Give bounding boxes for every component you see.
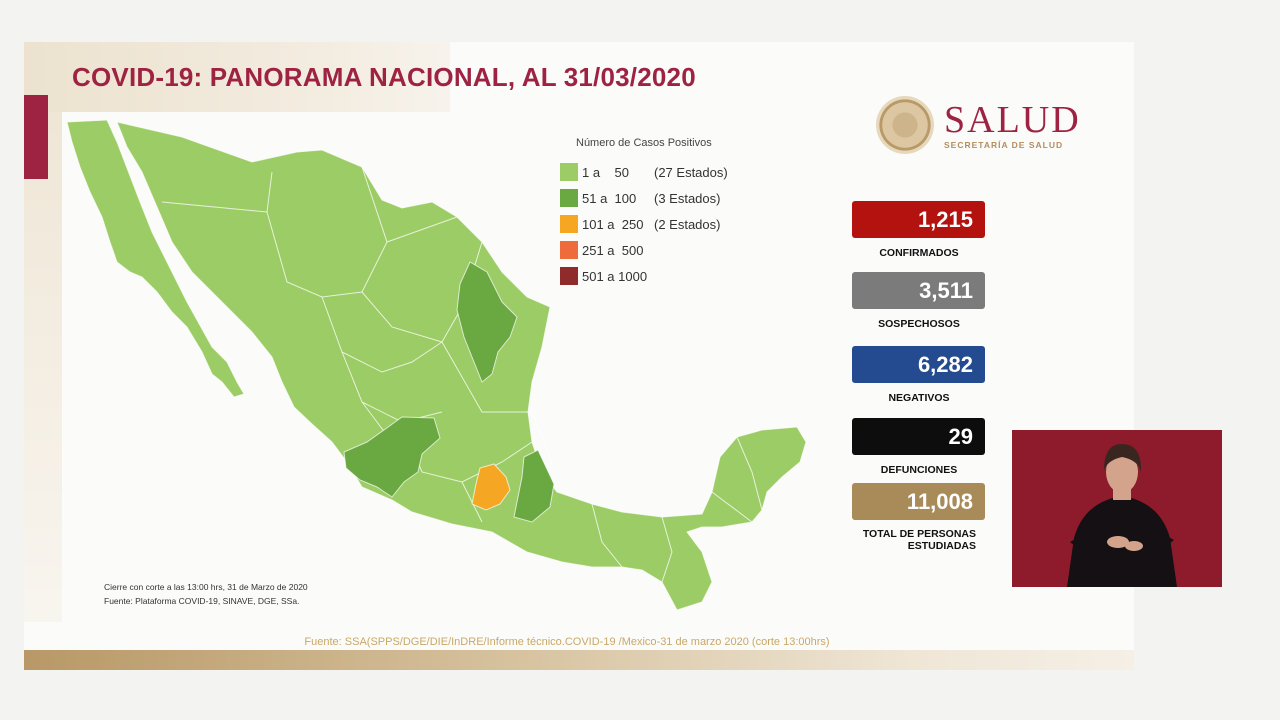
- stat-label-line2: ESTUDIADAS: [907, 540, 976, 552]
- note-source: Fuente: Plataforma COVID-19, SINAVE, DGE…: [104, 596, 300, 606]
- stat-defunciones: 29 DEFUNCIONES: [852, 418, 985, 476]
- legend-count: (2 Estados): [654, 216, 721, 232]
- legend-range: 251 a 500: [582, 242, 644, 258]
- legend-swatch: [560, 163, 578, 181]
- stat-label: NEGATIVOS: [888, 392, 950, 404]
- legend-title: Número de Casos Positivos: [576, 137, 712, 149]
- stat-label: CONFIRMADOS: [879, 247, 959, 259]
- map-region-puebla: [513, 449, 555, 523]
- side-decoration: [24, 112, 62, 622]
- stat-negativos: 6,282 NEGATIVOS: [852, 346, 985, 404]
- interpreter-figure: [1012, 430, 1222, 587]
- stat-label: DEFUNCIONES: [880, 464, 958, 476]
- stat-value: 1,215: [852, 201, 985, 238]
- map-notes: Cierre con corte a las 13:00 hrs, 31 de …: [104, 580, 308, 608]
- page-title: COVID-19: PANORAMA NACIONAL, AL 31/03/20…: [72, 62, 696, 92]
- logo-text: SALUD SECRETARÍA DE SALUD: [944, 100, 1081, 150]
- title-accent-bar: [24, 95, 48, 179]
- stat-value: 11,008: [852, 483, 985, 520]
- logo-name: SALUD: [944, 99, 1081, 141]
- legend-item: 101 a 250 (2 Estados): [560, 211, 728, 237]
- stat-total-estudiadas: 11,008 TOTAL DE PERSONAS ESTUDIADAS: [852, 483, 985, 552]
- map-region-baja-california: [66, 119, 245, 398]
- stat-confirmados: 1,215 CONFIRMADOS: [852, 201, 985, 259]
- legend-range: 501 a 1000: [582, 268, 648, 284]
- logo-subtitle: SECRETARÍA DE SALUD: [944, 140, 1064, 150]
- legend-rows: 1 a 50 (27 Estados) 51 a 100 (3 Estados) 101…: [560, 159, 728, 289]
- stat-label: SOSPECHOSOS: [878, 318, 960, 330]
- stat-value: 6,282: [852, 346, 985, 383]
- legend-swatch: [560, 215, 578, 233]
- map-region-mainland: [116, 121, 807, 611]
- legend-count: (27 Estados): [654, 164, 728, 180]
- legend-range: 51 a 100: [582, 190, 637, 206]
- stat-value: 29: [852, 418, 985, 455]
- footer-band: [24, 650, 1134, 670]
- legend-count: (3 Estados): [654, 190, 721, 206]
- stat-label-line1: TOTAL DE PERSONAS: [862, 528, 976, 540]
- legend-range: 1 a 50: [582, 164, 629, 180]
- mexico-map: [62, 112, 822, 622]
- legend-item: 251 a 500: [560, 237, 728, 263]
- legend-item: 501 a 1000: [560, 263, 728, 289]
- map-legend: Número de Casos Positivos 1 a 50 (27 Esta…: [560, 137, 728, 289]
- legend-item: 1 a 50 (27 Estados): [560, 159, 728, 185]
- stat-label: TOTAL DE PERSONAS ESTUDIADAS: [852, 528, 976, 552]
- stat-sospechosos: 3,511 SOSPECHOSOS: [852, 272, 985, 330]
- mexico-map-svg: [66, 119, 807, 611]
- map-region-nuevo-leon: [456, 261, 518, 383]
- national-seal-icon: [876, 96, 934, 154]
- stat-value: 3,511: [852, 272, 985, 309]
- interpreter-video: [1012, 430, 1222, 587]
- legend-swatch: [560, 267, 578, 285]
- note-cutoff: Cierre con corte a las 13:00 hrs, 31 de …: [104, 582, 308, 592]
- footer-source: Fuente: SSA(SPPS/DGE/DIE/InDRE/Informe t…: [304, 636, 830, 648]
- map-region-jalisco: [343, 416, 441, 498]
- salud-logo: SALUD SECRETARÍA DE SALUD: [876, 96, 1081, 154]
- legend-swatch: [560, 189, 578, 207]
- title-band: [24, 42, 450, 112]
- legend-range: 101 a 250: [582, 216, 644, 232]
- map-region-cdmx-edomex: [471, 463, 511, 511]
- legend-item: 51 a 100 (3 Estados): [560, 185, 728, 211]
- legend-swatch: [560, 241, 578, 259]
